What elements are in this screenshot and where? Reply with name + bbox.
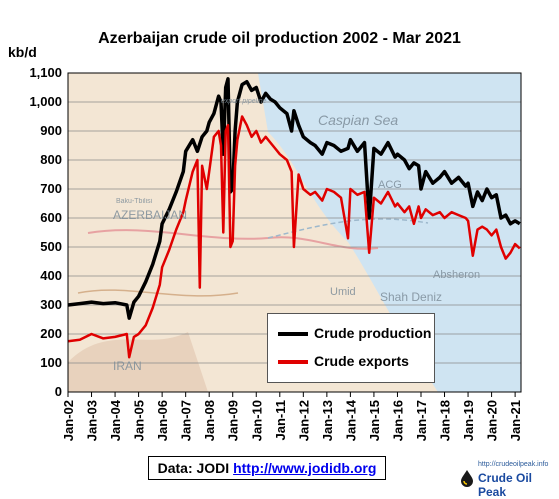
y-tick-label: 200 xyxy=(40,326,62,341)
brand-url: http://crudeoilpeak.info xyxy=(478,461,549,468)
series-group xyxy=(67,77,521,359)
map-label: Caspian Sea xyxy=(318,112,398,128)
x-tick-label: Jan-04 xyxy=(108,399,123,441)
x-tick-label: Jan-05 xyxy=(132,400,147,441)
y-tick-label: 600 xyxy=(40,210,62,225)
data-source: Data: JODI http://www.jodidb.org xyxy=(148,456,386,480)
legend-item-exports: Crude exports xyxy=(278,352,430,372)
y-tick-label: 700 xyxy=(40,181,62,196)
map-label: AZERBAIJAN xyxy=(113,208,187,222)
legend: Crude production Crude exports xyxy=(267,313,435,383)
chart-title: Azerbaijan crude oil production 2002 - M… xyxy=(98,30,461,47)
legend-label-exports: Crude exports xyxy=(314,353,409,369)
y-tick-label: 1,000 xyxy=(29,94,62,109)
x-tick-label: Jan-13 xyxy=(320,400,335,441)
y-tick-label: 400 xyxy=(40,268,62,283)
brand-name: Crude Oil Peak xyxy=(478,471,533,499)
legend-item-production: Crude production xyxy=(278,324,432,344)
legend-swatch-production xyxy=(278,332,308,336)
iran-area xyxy=(68,332,208,392)
y-axis-unit: kb/d xyxy=(8,44,37,60)
y-tick-label: 0 xyxy=(55,384,62,399)
y-tick-label: 500 xyxy=(40,239,62,254)
x-tick-label: Jan-14 xyxy=(343,399,358,441)
map-label: Shah Deniz xyxy=(380,290,442,304)
map-label: export pipeline xyxy=(221,98,267,105)
x-tick-labels: Jan-02 Jan-03 Jan-04 Jan-05 Jan-06 Jan-07 Jan-… xyxy=(61,399,523,441)
y-tick-label: 800 xyxy=(40,152,62,167)
y-tick-label: 1,100 xyxy=(29,65,62,80)
border-line xyxy=(77,289,239,297)
series-line-production xyxy=(67,77,521,320)
x-tick-label: Jan-21 xyxy=(508,400,523,441)
x-tick-label: Jan-03 xyxy=(85,400,100,441)
source-link[interactable]: http://www.jodidb.org xyxy=(233,460,377,476)
x-tick-label: Jan-16 xyxy=(390,400,405,441)
legend-swatch-exports xyxy=(278,360,308,364)
x-tick-label: Jan-12 xyxy=(296,400,311,441)
y-tick-label: 300 xyxy=(40,297,62,312)
map-labels: Caspian Sea AZERBAIJAN IRAN Baku-Tbilisi ACG… xyxy=(113,98,480,373)
y-tick-label: 900 xyxy=(40,123,62,138)
map-label: IRAN xyxy=(113,359,142,373)
map-label: Umid xyxy=(330,286,356,298)
x-tick-label: Jan-07 xyxy=(179,400,194,441)
x-tick-label: Jan-17 xyxy=(414,400,429,441)
x-tick-label: Jan-19 xyxy=(461,400,476,441)
source-prefix: Data: JODI xyxy=(157,460,230,476)
x-tick-label: Jan-18 xyxy=(438,400,453,441)
map-label: Absheron xyxy=(433,269,480,281)
x-tick-label: Jan-06 xyxy=(155,400,170,441)
oil-drop-icon xyxy=(461,470,473,487)
brand-badge[interactable]: http://crudeoilpeak.info Crude Oil Peak xyxy=(458,461,556,499)
x-tick-label: Jan-08 xyxy=(202,400,217,441)
pipeline-route xyxy=(87,229,379,250)
x-tick-label: Jan-02 xyxy=(61,400,76,441)
y-tick-label: 100 xyxy=(40,355,62,370)
x-tick-label: Jan-20 xyxy=(485,400,500,441)
legend-label-production: Crude production xyxy=(314,325,432,341)
x-tick-label: Jan-10 xyxy=(249,400,264,441)
series-line-exports xyxy=(67,115,521,359)
x-tick-label: Jan-11 xyxy=(273,400,288,440)
x-tick-label: Jan-09 xyxy=(226,400,241,441)
axes xyxy=(67,72,522,397)
y-tick-labels: 0 100 200 300 400 500 600 700 800 900 1,000 1,100 xyxy=(29,65,62,399)
map-label: Baku-Tbilisi xyxy=(116,198,153,205)
x-tick-label: Jan-15 xyxy=(367,400,382,441)
map-label: ACG xyxy=(378,179,402,191)
plot-frame xyxy=(67,72,522,393)
